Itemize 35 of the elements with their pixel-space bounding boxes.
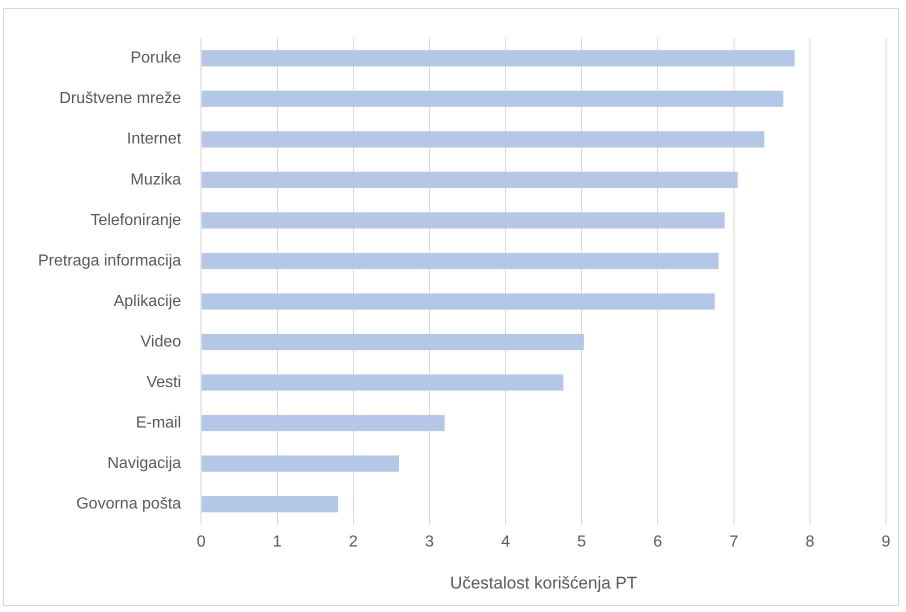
x-tick-label: 8 — [805, 533, 814, 550]
x-tick-label: 0 — [196, 533, 206, 550]
y-tick-label: Navigacija — [107, 455, 182, 472]
y-tick-label: Aplikacije — [114, 292, 182, 310]
x-tick-label: 9 — [882, 533, 891, 550]
bar — [202, 293, 715, 310]
y-tick-label: Društvene mreže — [59, 90, 182, 108]
x-tick-label: 4 — [501, 533, 510, 550]
y-tick-label: Poruke — [130, 50, 182, 67]
y-tick-label: Telefoniranje — [90, 212, 182, 229]
bar — [202, 252, 719, 270]
y-tick-label: E-mail — [136, 414, 182, 432]
x-axis-title: Učestalost korišćenja PT — [450, 573, 638, 592]
y-tick-label: Internet — [126, 130, 182, 148]
bar — [202, 50, 795, 66]
bar — [202, 90, 784, 107]
x-tick-label: 1 — [272, 533, 282, 550]
bar — [202, 172, 738, 188]
y-tick-label: Video — [140, 333, 182, 350]
bar — [202, 212, 725, 229]
x-tick-label: 7 — [729, 533, 738, 550]
x-tick-label: 2 — [348, 533, 358, 550]
y-tick-label: Muzika — [130, 171, 182, 188]
bar — [202, 496, 338, 512]
bar — [202, 414, 445, 432]
bar — [202, 131, 764, 148]
bar — [202, 334, 584, 350]
y-tick-label: Govorna pošta — [76, 496, 182, 513]
x-tick-label: 3 — [424, 533, 434, 550]
bar — [202, 455, 400, 472]
y-tick-label: Vesti — [146, 374, 182, 391]
x-tick-label: 5 — [577, 533, 586, 550]
bar — [202, 374, 564, 391]
x-tick-label: 6 — [653, 533, 662, 550]
y-tick-label: Pretraga informacija — [38, 252, 182, 270]
